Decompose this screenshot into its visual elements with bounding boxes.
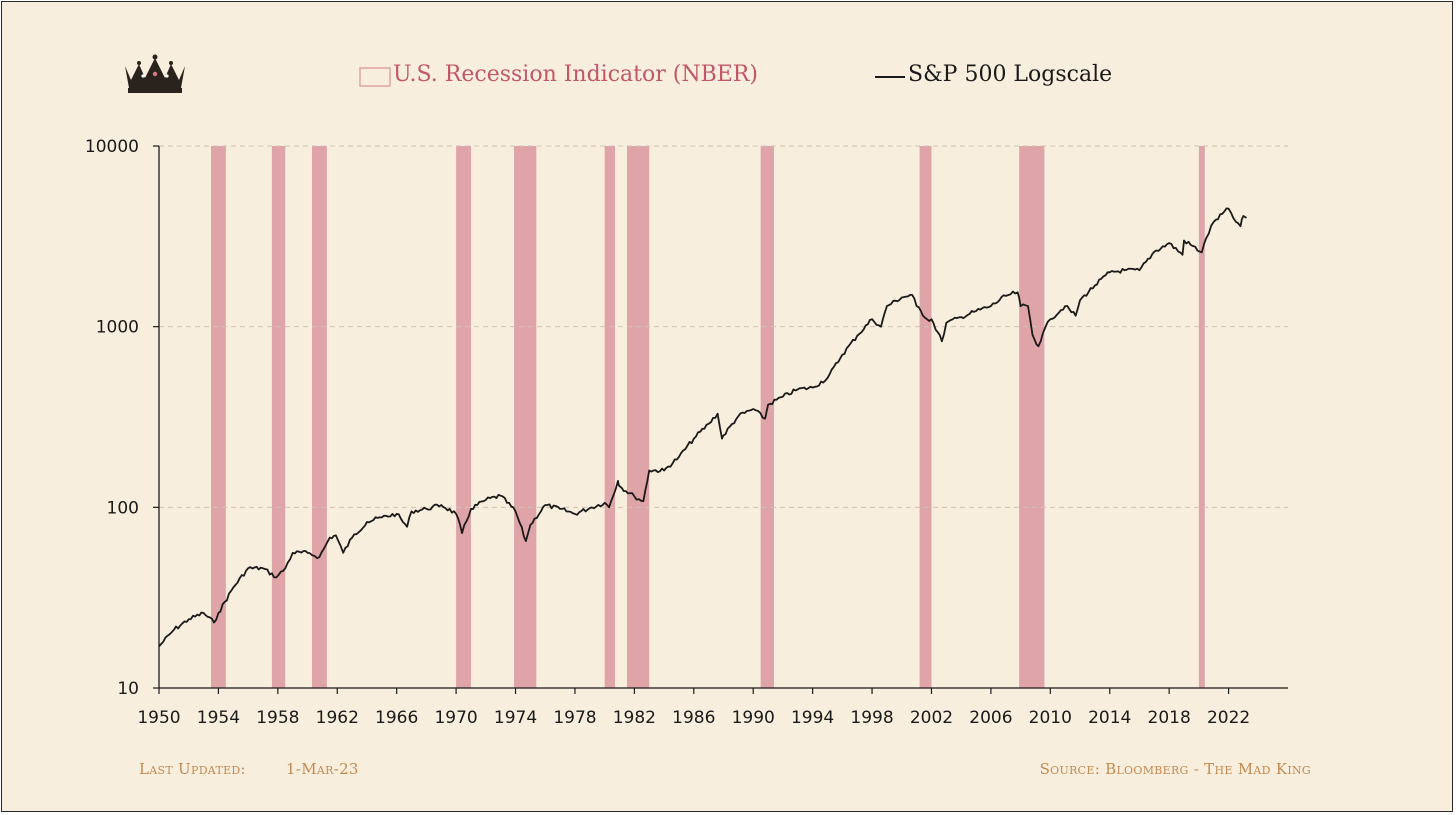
recession-band [760, 146, 775, 688]
x-tick-label: 1970 [434, 708, 477, 728]
recession-band [1019, 146, 1045, 688]
crown-icon [125, 54, 185, 93]
x-tick-label: 1990 [732, 708, 775, 728]
last-updated-label: Last Updated: [139, 760, 246, 778]
recession-band [919, 146, 932, 688]
x-tick-label: 1974 [494, 708, 537, 728]
x-tick-label: 1998 [850, 708, 893, 728]
recession-band [1198, 146, 1205, 688]
x-tick-label: 1986 [672, 708, 715, 728]
recession-band [604, 146, 616, 688]
x-tick-label: 2006 [969, 708, 1012, 728]
recession-band [626, 146, 650, 688]
y-tick-label: 1000 [96, 318, 139, 338]
x-tick-label: 1982 [613, 708, 656, 728]
x-tick-label: 2014 [1088, 708, 1131, 728]
x-tick-label: 1978 [553, 708, 596, 728]
x-tick-label: 1954 [197, 708, 240, 728]
x-tick-label: 2002 [910, 708, 953, 728]
y-tick-label: 10 [117, 679, 139, 699]
x-tick-label: 1994 [791, 708, 834, 728]
recession-band [210, 146, 226, 688]
x-tick-label: 2018 [1148, 708, 1191, 728]
x-tick-label: 2010 [1029, 708, 1072, 728]
x-tick-label: 1962 [316, 708, 359, 728]
plot-area: 10 100 1000 10000 1950 1954 1958 1962 1966 1970 19… [85, 137, 1288, 728]
y-tick-label: 100 [107, 498, 139, 518]
x-tick-label: 1966 [375, 708, 418, 728]
x-tick-label: 2022 [1207, 708, 1250, 728]
legend-recession-label: U.S. Recession Indicator (NBER) [393, 62, 758, 87]
recession-band [271, 146, 286, 688]
legend-recession-swatch [359, 67, 391, 87]
legend: U.S. Recession Indicator (NBER) S&P 500 … [359, 62, 1112, 87]
source-note: Source: Bloomberg - The Mad King [1040, 760, 1311, 778]
x-tick-label: 1950 [137, 708, 180, 728]
last-updated-value: 1-Mar-23 [286, 760, 359, 778]
legend-sp500-label: S&P 500 Logscale [908, 62, 1112, 87]
recession-band [514, 146, 537, 688]
x-tick-label: 1958 [256, 708, 299, 728]
recession-band [456, 146, 471, 688]
y-tick-label: 10000 [85, 137, 139, 157]
sp500-line [158, 207, 1247, 647]
recession-band [312, 146, 327, 688]
